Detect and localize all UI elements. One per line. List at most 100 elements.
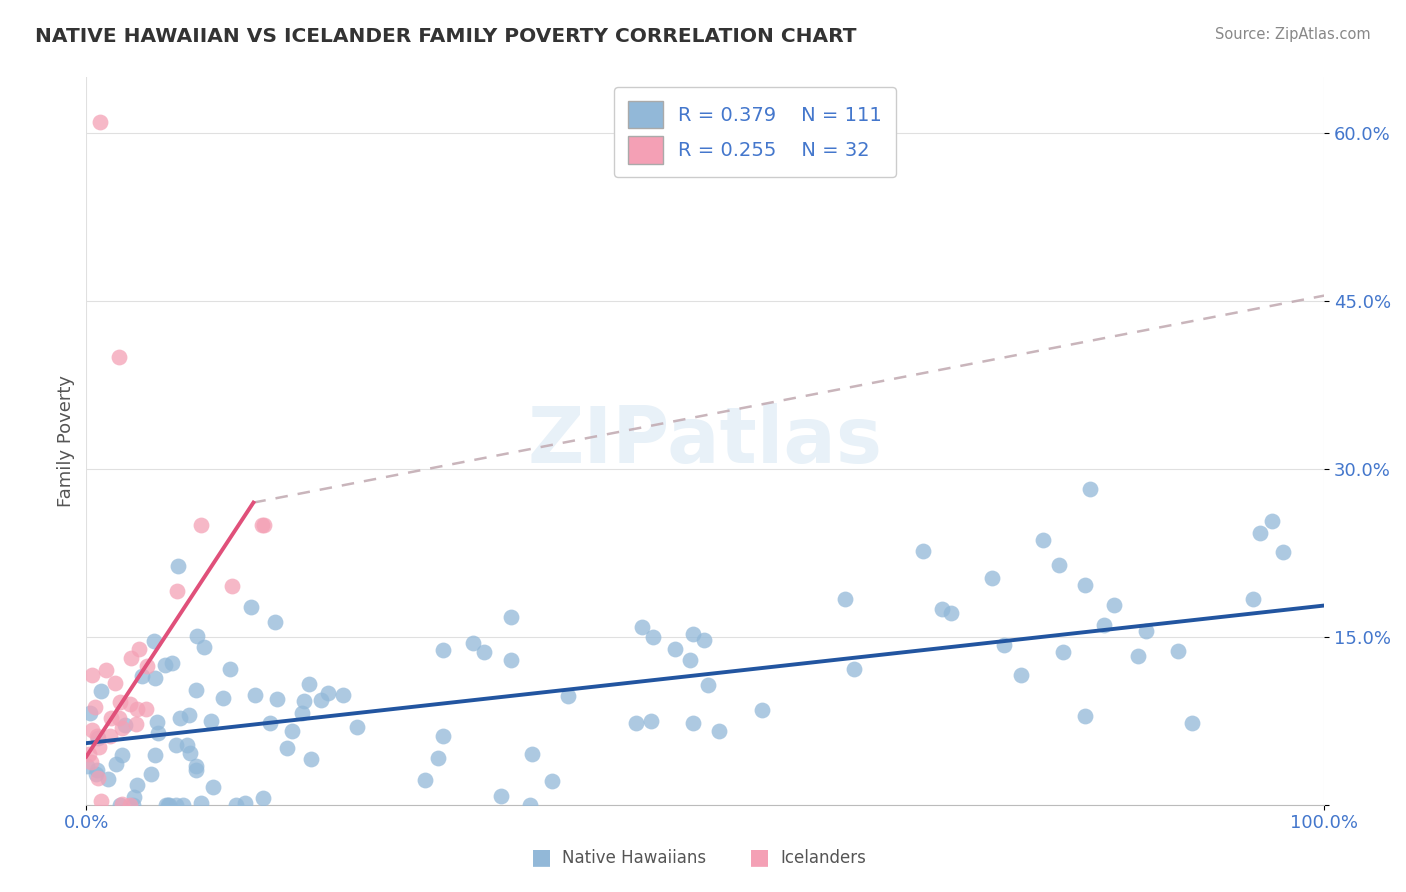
Point <box>143 748 166 763</box>
Point <box>79 706 101 721</box>
Point <box>259 715 281 730</box>
Point <box>86 729 108 743</box>
Point <box>309 693 332 707</box>
Point <box>111 797 134 811</box>
Text: ■: ■ <box>749 847 769 867</box>
Point <box>1271 544 1294 558</box>
Point <box>679 653 702 667</box>
Point <box>250 518 273 533</box>
Point <box>292 694 315 708</box>
Point <box>94 663 117 677</box>
Point <box>1261 514 1284 528</box>
Point <box>87 739 110 754</box>
Text: NATIVE HAWAIIAN VS ICELANDER FAMILY POVERTY CORRELATION CHART: NATIVE HAWAIIAN VS ICELANDER FAMILY POVE… <box>35 27 856 45</box>
Point <box>84 699 107 714</box>
Point <box>76 759 98 773</box>
Point <box>682 716 704 731</box>
Point <box>145 714 167 729</box>
Point <box>165 797 187 812</box>
Point <box>86 767 108 781</box>
Point <box>156 797 179 812</box>
Point <box>120 697 142 711</box>
Point <box>146 726 169 740</box>
Point <box>931 601 953 615</box>
Point <box>186 763 208 777</box>
Point <box>111 722 134 736</box>
Point <box>299 752 322 766</box>
Point <box>160 656 183 670</box>
Point <box>108 711 131 725</box>
Point <box>1241 591 1264 606</box>
Point <box>432 729 454 743</box>
Point <box>82 668 104 682</box>
Point <box>1092 617 1115 632</box>
Point <box>172 797 194 812</box>
Point <box>136 659 159 673</box>
Point <box>108 350 131 364</box>
Point <box>1249 526 1271 541</box>
Point <box>125 716 148 731</box>
Point <box>1052 645 1074 659</box>
Point <box>184 682 207 697</box>
Point <box>264 615 287 629</box>
Point <box>1049 558 1071 572</box>
Point <box>190 518 212 533</box>
Point <box>519 797 541 812</box>
Point <box>190 796 212 810</box>
Point <box>179 707 201 722</box>
Point <box>1078 483 1101 497</box>
Point <box>491 789 513 803</box>
Point <box>179 746 201 760</box>
Point <box>100 710 122 724</box>
Point <box>682 627 704 641</box>
Point <box>108 695 131 709</box>
Point <box>520 747 543 761</box>
Point <box>89 115 111 129</box>
Point <box>104 676 127 690</box>
Point <box>413 772 436 787</box>
Text: Source: ZipAtlas.com: Source: ZipAtlas.com <box>1215 27 1371 42</box>
Point <box>166 559 188 574</box>
Point <box>709 724 731 739</box>
Point <box>90 794 112 808</box>
Point <box>1031 533 1053 548</box>
Point <box>221 579 243 593</box>
Point <box>980 571 1002 585</box>
Point <box>253 518 276 533</box>
Point <box>472 645 495 659</box>
Point <box>86 764 108 778</box>
Point <box>118 797 141 812</box>
Point <box>124 789 146 804</box>
Point <box>911 544 934 558</box>
Point <box>346 721 368 735</box>
Point <box>131 669 153 683</box>
Point <box>834 591 856 606</box>
Point <box>751 703 773 717</box>
Point <box>90 684 112 698</box>
Point <box>1126 649 1149 664</box>
Point <box>143 634 166 648</box>
Point <box>201 780 224 794</box>
Point <box>643 630 665 644</box>
Point <box>1010 668 1032 682</box>
Point <box>157 797 180 812</box>
Point <box>127 702 149 716</box>
Point <box>316 686 339 700</box>
Text: Native Hawaiians: Native Hawaiians <box>562 849 707 867</box>
Point <box>245 688 267 702</box>
Point <box>692 633 714 648</box>
Point <box>501 653 523 667</box>
Point <box>104 757 127 772</box>
Point <box>87 731 110 745</box>
Point <box>135 702 157 716</box>
Point <box>463 636 485 650</box>
Point <box>557 689 579 703</box>
Point <box>842 662 865 676</box>
Text: ZIPatlas: ZIPatlas <box>527 403 883 479</box>
Point <box>941 606 963 620</box>
Point <box>1135 624 1157 638</box>
Point <box>239 600 262 615</box>
Point <box>120 650 142 665</box>
Point <box>298 677 321 691</box>
Point <box>186 629 208 643</box>
